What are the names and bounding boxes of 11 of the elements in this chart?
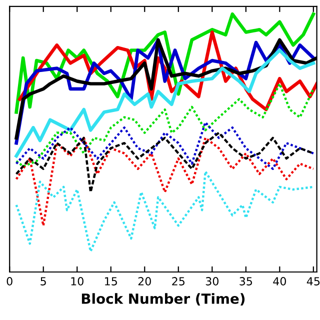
x-tick-label: 45	[306, 277, 320, 286]
x-tick-label: 35	[240, 277, 252, 286]
x-tick-label: 10	[71, 277, 84, 286]
x-tick-label: 5	[40, 277, 46, 286]
x-tick-label: 25	[172, 277, 184, 286]
x-tick-label: 40	[273, 277, 286, 286]
x-axis-title: Block Number (Time)	[82, 293, 245, 306]
x-tick-label: 20	[138, 277, 151, 286]
x-tick-label: 15	[105, 277, 117, 286]
x-tick-label: 0	[6, 277, 12, 286]
x-tick-label: 30	[206, 277, 218, 286]
